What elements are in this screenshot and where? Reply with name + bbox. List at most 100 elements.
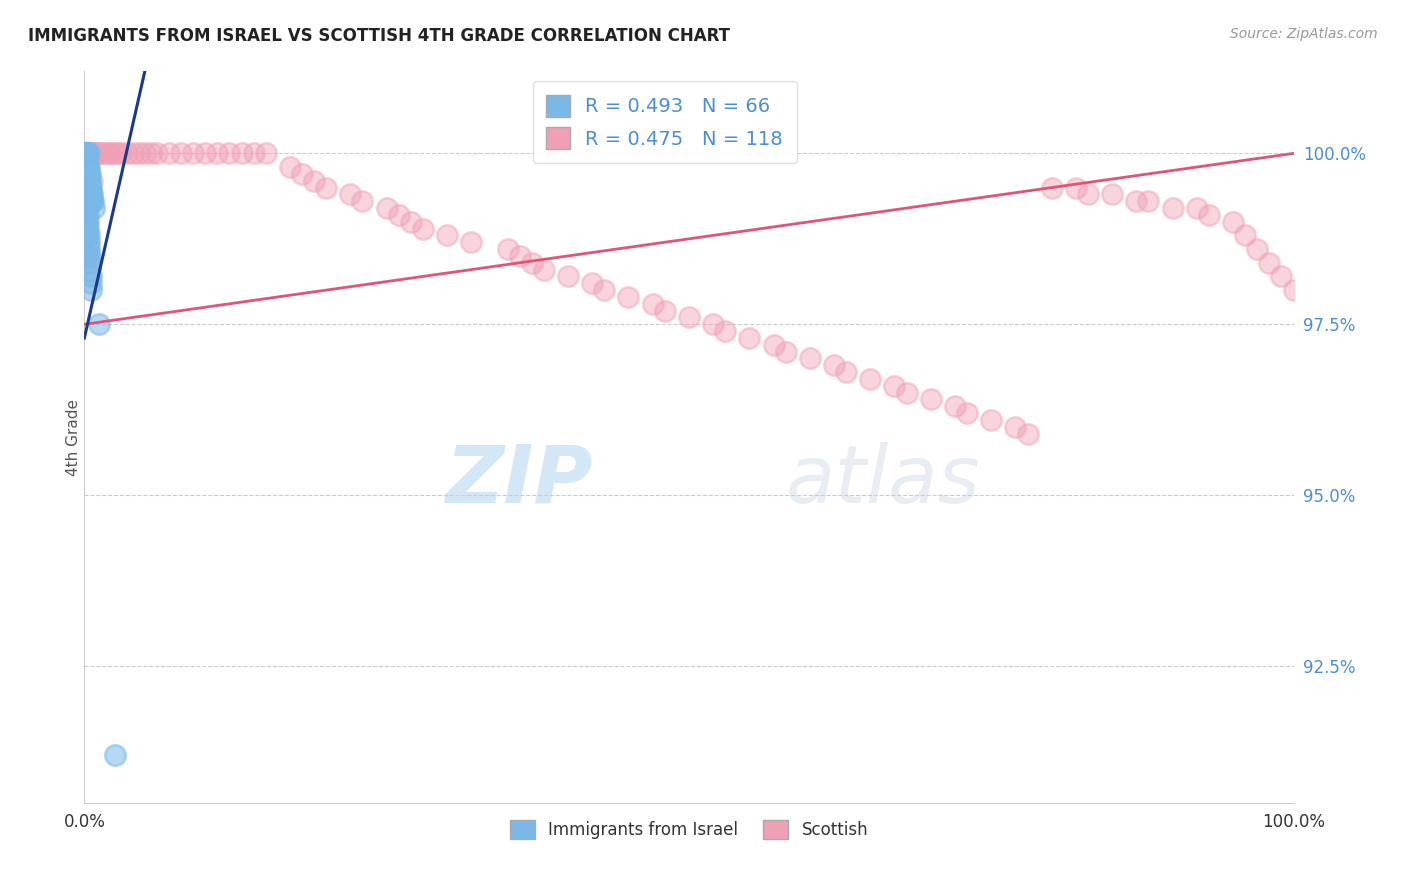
Point <box>76 201 98 215</box>
Point <box>75 146 97 161</box>
Point <box>1234 228 1257 243</box>
Point <box>76 146 98 161</box>
Point <box>97 146 120 161</box>
Point <box>76 146 98 161</box>
Point <box>702 318 724 332</box>
Text: Source: ZipAtlas.com: Source: ZipAtlas.com <box>1230 27 1378 41</box>
Point <box>77 249 100 263</box>
Point <box>73 146 96 161</box>
Point <box>883 379 905 393</box>
Point <box>75 146 97 161</box>
Point <box>77 174 100 188</box>
Point <box>75 187 97 202</box>
Point <box>76 187 98 202</box>
Point <box>76 215 98 229</box>
Point <box>75 146 97 161</box>
Point <box>79 180 101 194</box>
Point <box>762 338 785 352</box>
Point <box>104 146 127 161</box>
Point <box>943 400 966 414</box>
Point <box>75 201 97 215</box>
Point <box>375 201 398 215</box>
Point <box>896 385 918 400</box>
Point <box>75 146 97 161</box>
Point <box>77 256 100 270</box>
Point <box>79 146 101 161</box>
Point <box>77 160 100 174</box>
Point <box>1198 208 1220 222</box>
Point <box>76 146 98 161</box>
Point <box>76 194 98 209</box>
Point <box>775 344 797 359</box>
Point <box>76 174 98 188</box>
Point <box>79 174 101 188</box>
Point <box>75 146 97 161</box>
Point <box>75 160 97 174</box>
Point <box>75 194 97 209</box>
Point <box>859 372 882 386</box>
Point <box>738 331 761 345</box>
Legend: Immigrants from Israel, Scottish: Immigrants from Israel, Scottish <box>503 814 875 846</box>
Point <box>115 146 138 161</box>
Point <box>80 187 103 202</box>
Point <box>80 194 103 209</box>
Point <box>80 174 103 188</box>
Point <box>79 262 101 277</box>
Point <box>557 269 579 284</box>
Point <box>80 194 103 209</box>
Point <box>1101 187 1123 202</box>
Point <box>121 146 143 161</box>
Point <box>76 146 98 161</box>
Point <box>83 146 105 161</box>
Point <box>80 283 103 297</box>
Point <box>77 146 100 161</box>
Point <box>1270 269 1292 284</box>
Point <box>79 146 101 161</box>
Point <box>91 146 114 161</box>
Point <box>75 174 97 188</box>
Point <box>581 277 603 291</box>
Point <box>82 194 104 209</box>
Point <box>77 146 100 161</box>
Point <box>76 180 98 194</box>
Point <box>194 146 217 161</box>
Point <box>75 146 97 161</box>
Point <box>79 146 101 161</box>
Point <box>82 194 104 209</box>
Point <box>75 153 97 168</box>
Point <box>76 221 98 235</box>
Point <box>1246 242 1268 256</box>
Point <box>128 146 150 161</box>
Point <box>94 146 117 161</box>
Point <box>207 146 229 161</box>
Text: ZIP: ZIP <box>444 442 592 520</box>
Point <box>339 187 361 202</box>
Point <box>75 167 97 181</box>
Point <box>1185 201 1208 215</box>
Point <box>1064 180 1087 194</box>
Point <box>399 215 422 229</box>
Point <box>641 297 664 311</box>
Point <box>82 146 104 161</box>
Point <box>302 174 325 188</box>
Point <box>76 160 98 174</box>
Point <box>80 146 103 161</box>
Point <box>83 201 105 215</box>
Point <box>75 146 97 161</box>
Point <box>79 180 101 194</box>
Point <box>1077 187 1099 202</box>
Point <box>80 180 103 194</box>
Point <box>278 160 301 174</box>
Point <box>157 146 180 161</box>
Point <box>77 235 100 250</box>
Point <box>75 228 97 243</box>
Point <box>110 146 132 161</box>
Point <box>139 146 162 161</box>
Point <box>76 174 98 188</box>
Point <box>76 146 98 161</box>
Point <box>77 221 100 235</box>
Point <box>218 146 240 161</box>
Point <box>73 208 96 222</box>
Text: atlas: atlas <box>786 442 980 520</box>
Point <box>181 146 204 161</box>
